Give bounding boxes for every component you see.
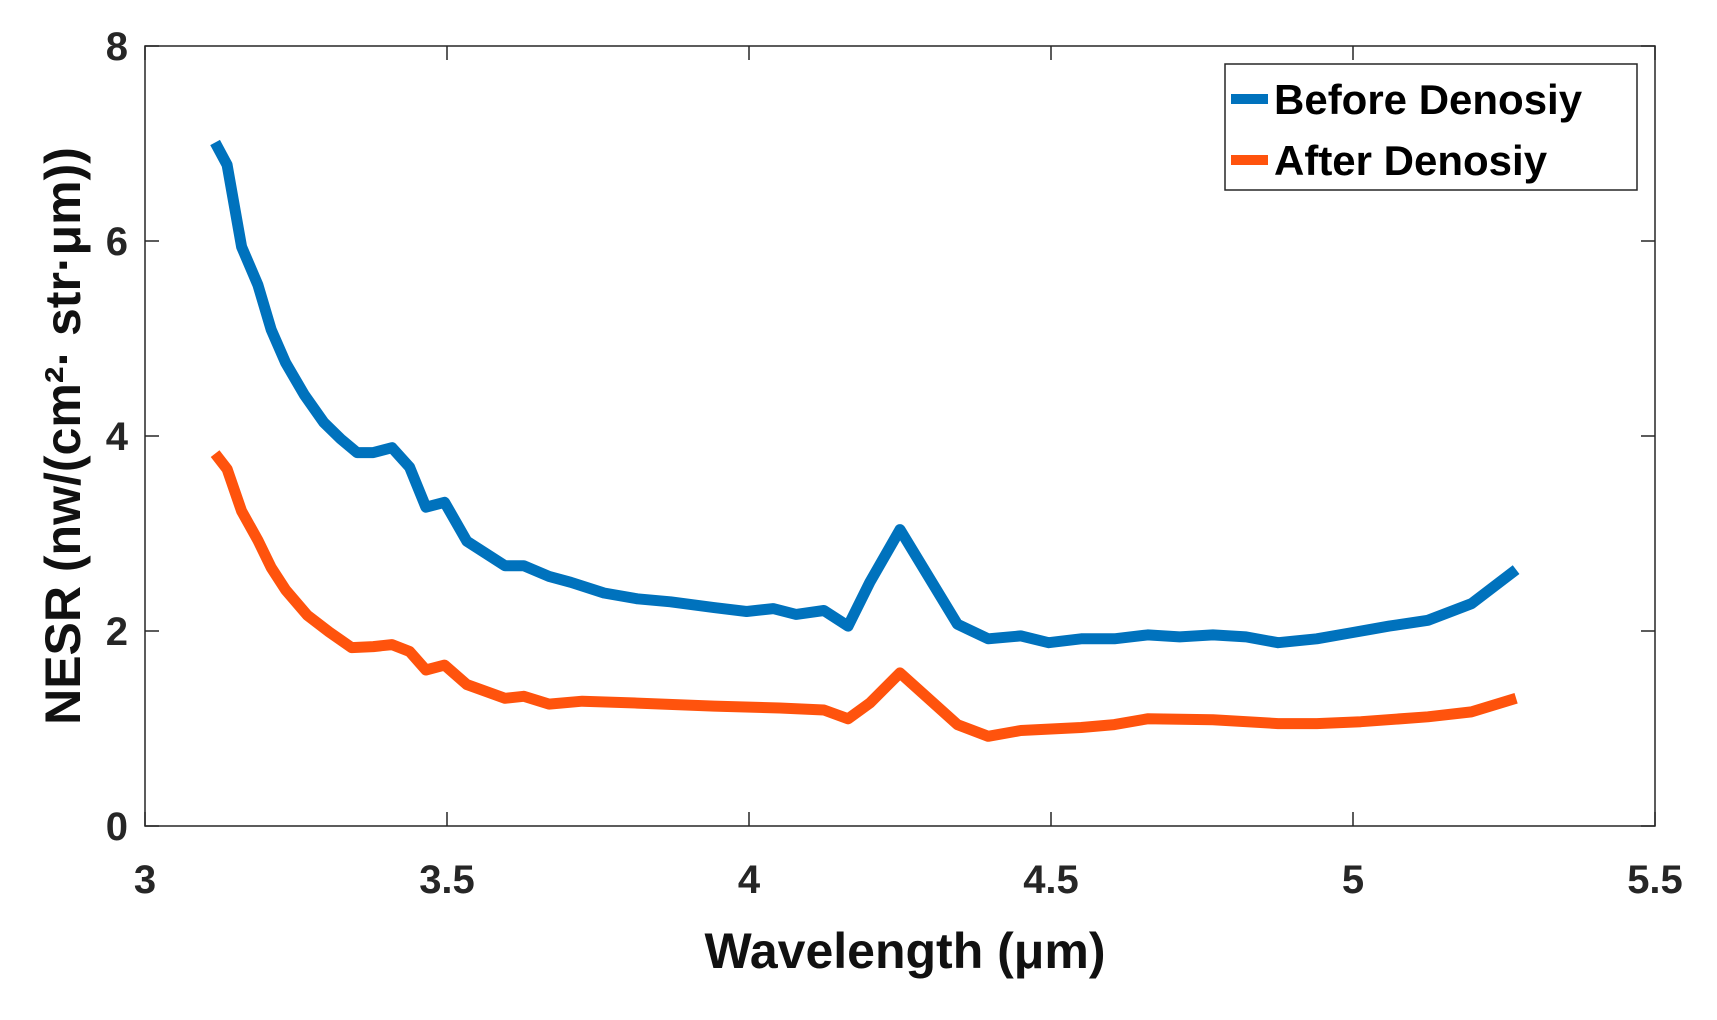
y-axis-label: NESR (nw/(cm²· str·μm)): [35, 147, 91, 725]
x-tick-label: 4: [738, 858, 761, 902]
legend: Before Denosiy After Denosiy: [1224, 63, 1638, 191]
x-tick-label: 5.5: [1627, 858, 1683, 902]
y-tick-label: 8: [106, 25, 128, 69]
y-tick-label: 6: [106, 220, 128, 264]
x-tick-label: 4.5: [1023, 858, 1079, 902]
x-tick-label: 3.5: [419, 858, 475, 902]
x-tick-label: 3: [134, 858, 156, 902]
series-line-after-denosiy: [210, 450, 1518, 742]
series-line-before-denosiy: [210, 139, 1520, 649]
y-tick-label: 4: [106, 415, 129, 459]
legend-label-before: Before Denosiy: [1274, 76, 1583, 123]
x-tick-label: 5: [1342, 858, 1364, 902]
y-tick-label: 2: [106, 610, 128, 654]
y-tick-label: 0: [106, 805, 128, 849]
x-axis-label: Wavelength (μm): [705, 923, 1106, 979]
legend-box: [1224, 63, 1638, 191]
legend-label-after: After Denosiy: [1274, 137, 1548, 184]
